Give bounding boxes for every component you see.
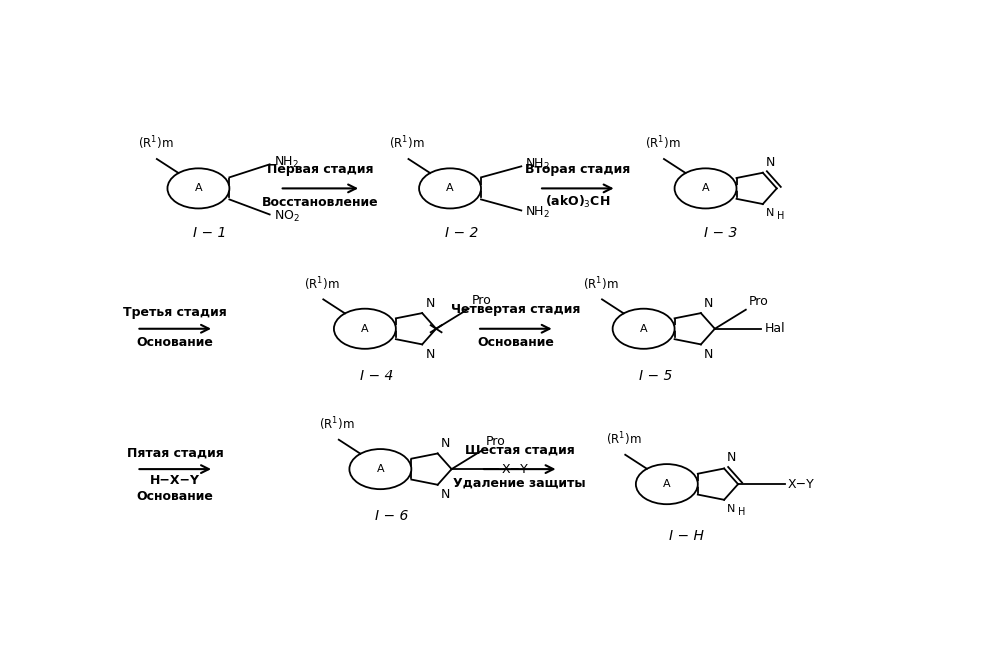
Text: Pro: Pro <box>486 435 505 448</box>
Text: (R$^1$)m: (R$^1$)m <box>606 431 641 449</box>
Text: NH$_2$: NH$_2$ <box>525 205 550 220</box>
Text: Удаление защиты: Удаление защиты <box>454 477 586 490</box>
Text: N: N <box>441 488 451 501</box>
Text: (R$^1$)m: (R$^1$)m <box>320 415 355 433</box>
Text: Третья стадия: Третья стадия <box>123 306 227 319</box>
Text: I − 5: I − 5 <box>638 369 672 383</box>
Text: Вторая стадия: Вторая стадия <box>525 163 630 176</box>
Text: X−Y: X−Y <box>501 463 527 476</box>
Text: A: A <box>639 324 647 334</box>
Text: N: N <box>727 504 735 514</box>
Text: Пятая стадия: Пятая стадия <box>127 447 224 460</box>
Text: N: N <box>704 348 713 361</box>
Text: H: H <box>738 507 745 517</box>
Text: Основание: Основание <box>137 337 214 350</box>
Text: Восстановление: Восстановление <box>262 196 379 209</box>
Text: A: A <box>447 184 454 193</box>
Text: Основание: Основание <box>137 490 214 503</box>
Text: Основание: Основание <box>478 337 554 350</box>
Text: NH$_2$: NH$_2$ <box>525 157 550 172</box>
Text: N: N <box>766 208 774 218</box>
Text: Четвертая стадия: Четвертая стадия <box>452 303 580 316</box>
Text: (R$^1$)m: (R$^1$)m <box>138 135 173 152</box>
Text: N: N <box>441 437 451 450</box>
Text: I − 4: I − 4 <box>360 369 394 383</box>
Text: Pro: Pro <box>749 295 768 308</box>
Text: Pro: Pro <box>472 294 492 307</box>
Text: (R$^1$)m: (R$^1$)m <box>582 275 618 293</box>
Text: N: N <box>704 297 713 310</box>
Text: A: A <box>195 184 202 193</box>
Text: (akO)$_3$CH: (akO)$_3$CH <box>545 195 610 210</box>
Text: I − 2: I − 2 <box>445 226 479 240</box>
Text: N: N <box>727 452 736 465</box>
Text: X−Y: X−Y <box>787 478 814 491</box>
Text: Hal: Hal <box>764 322 785 335</box>
Text: A: A <box>663 479 670 489</box>
Text: I − 3: I − 3 <box>704 226 737 240</box>
Text: NH$_2$: NH$_2$ <box>274 155 299 170</box>
Text: A: A <box>377 464 385 474</box>
Text: (R$^1$)m: (R$^1$)m <box>644 135 680 152</box>
Text: A: A <box>701 184 709 193</box>
Text: A: A <box>361 324 369 334</box>
Text: NO$_2$: NO$_2$ <box>274 208 300 223</box>
Text: N: N <box>426 297 435 310</box>
Text: I − H: I − H <box>668 529 703 544</box>
Text: (R$^1$)m: (R$^1$)m <box>390 135 425 152</box>
Text: Шестая стадия: Шестая стадия <box>465 443 574 456</box>
Text: I − 1: I − 1 <box>194 226 227 240</box>
Text: N: N <box>426 348 435 361</box>
Text: I − 6: I − 6 <box>376 509 409 523</box>
Text: (R$^1$)m: (R$^1$)m <box>304 275 340 293</box>
Text: H: H <box>777 211 784 221</box>
Text: N: N <box>766 156 775 169</box>
Text: H−X−Y: H−X−Y <box>150 474 200 487</box>
Text: Первая стадия: Первая стадия <box>267 163 374 176</box>
